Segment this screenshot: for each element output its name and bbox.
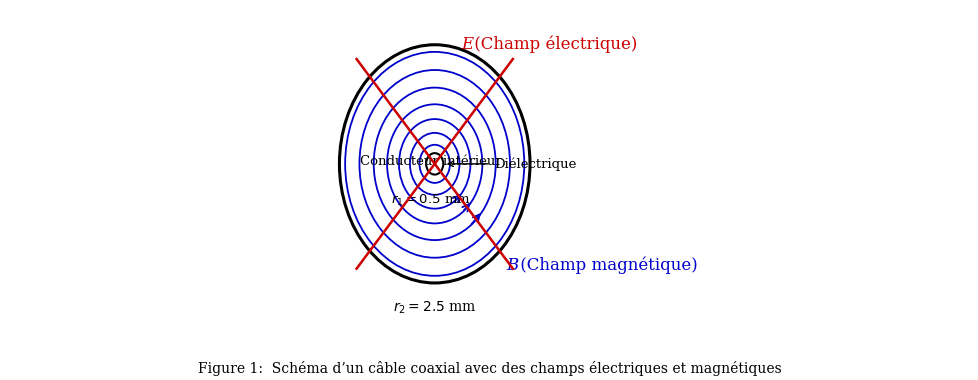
Text: $r_2 = 2.5$ mm: $r_2 = 2.5$ mm [392, 300, 476, 316]
Text: B: B [506, 257, 518, 274]
Text: Figure 1:  Schéma d’un câble coaxial avec des champs électriques et magnétiques: Figure 1: Schéma d’un câble coaxial avec… [198, 361, 780, 376]
Text: Diélectrique: Diélectrique [448, 157, 576, 171]
Text: Conducteur intérieur: Conducteur intérieur [360, 155, 502, 168]
Text: (Champ magnétique): (Champ magnétique) [514, 257, 696, 274]
Text: (Champ électrique): (Champ électrique) [469, 36, 638, 53]
Text: $r_1 = 0.5$ mm: $r_1 = 0.5$ mm [390, 193, 470, 207]
Text: E: E [461, 36, 472, 53]
